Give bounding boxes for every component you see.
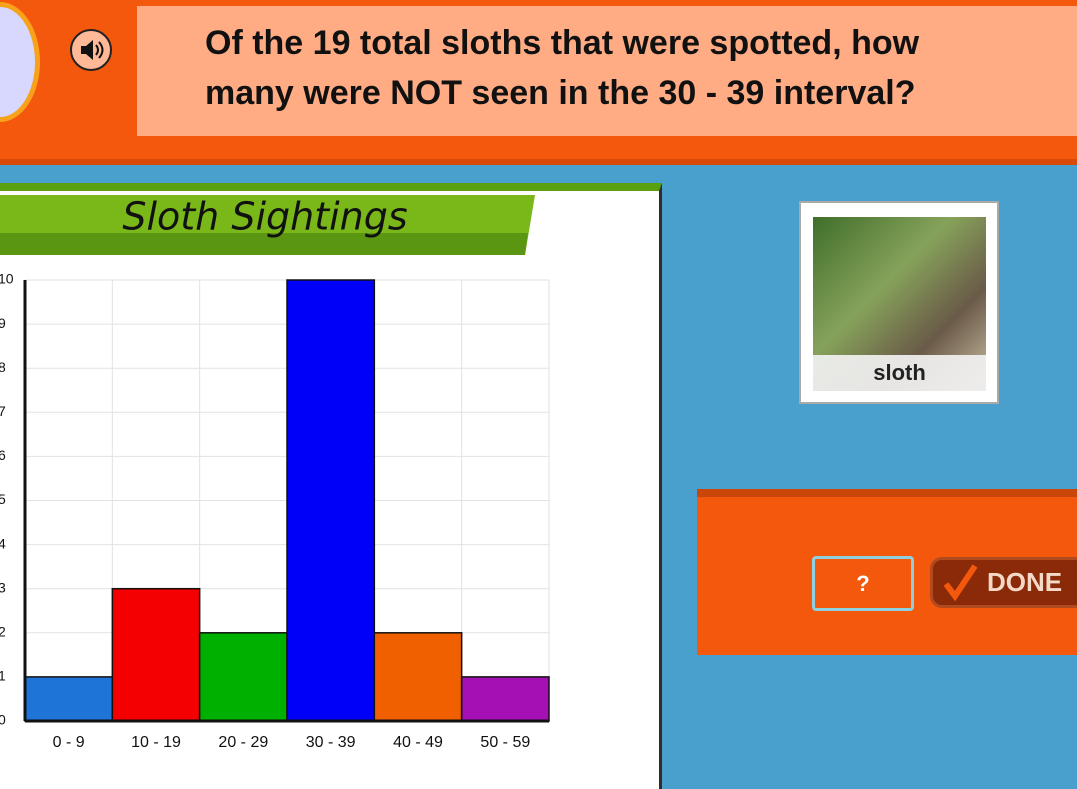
- x-tick-label: 40 - 49: [393, 734, 443, 751]
- x-tick-label: 0 - 9: [53, 734, 85, 751]
- vocab-card: sloth: [799, 201, 999, 404]
- title-banner-shade: [0, 233, 528, 255]
- bar: [198, 632, 288, 722]
- audio-icon: [81, 40, 104, 60]
- question-panel: Of the 19 total sloths that were spotted…: [137, 6, 1077, 136]
- y-tick-label: 2: [0, 624, 6, 640]
- bar: [373, 632, 463, 722]
- y-tick-label: 4: [0, 535, 6, 551]
- done-button[interactable]: DONE: [930, 557, 1077, 608]
- question-line: many were NOT seen in the 30 - 39 interv…: [205, 74, 916, 112]
- y-tick-label: 8: [0, 359, 6, 375]
- x-tick-label: 20 - 29: [218, 734, 268, 751]
- y-tick-label: 7: [0, 403, 6, 419]
- x-tick-label: 10 - 19: [131, 734, 181, 751]
- y-tick-label: 3: [0, 579, 6, 595]
- card-label: sloth: [813, 355, 986, 391]
- header-bar: Of the 19 total sloths that were spotted…: [0, 0, 1077, 165]
- question-line: Of the 19 total sloths that were spotted…: [205, 24, 920, 62]
- y-tick-label: 6: [0, 447, 6, 463]
- check-icon: [943, 564, 978, 602]
- bar: [286, 279, 376, 722]
- x-tick-label: 50 - 59: [480, 734, 530, 751]
- avatar: [0, 2, 40, 122]
- bar: [111, 587, 201, 722]
- y-tick-label: 10: [0, 271, 14, 287]
- chart: Sloth Sightings 0 1 2 3 4 5 6 7 8 9 10 0 - 9 10 - 19…: [0, 195, 550, 751]
- y-tick-label: 5: [0, 491, 6, 507]
- answer-input[interactable]: ?: [812, 556, 914, 611]
- y-tick-label: 1: [0, 668, 6, 684]
- audio-button[interactable]: [70, 29, 112, 71]
- y-tick-label: 9: [0, 315, 6, 331]
- y-tick-label: 0: [0, 712, 6, 728]
- chart-title: Sloth Sightings: [122, 195, 407, 239]
- bar: [460, 676, 550, 722]
- x-tick-label: 30 - 39: [306, 734, 356, 751]
- done-label: DONE: [987, 567, 1063, 597]
- bar: [24, 676, 114, 722]
